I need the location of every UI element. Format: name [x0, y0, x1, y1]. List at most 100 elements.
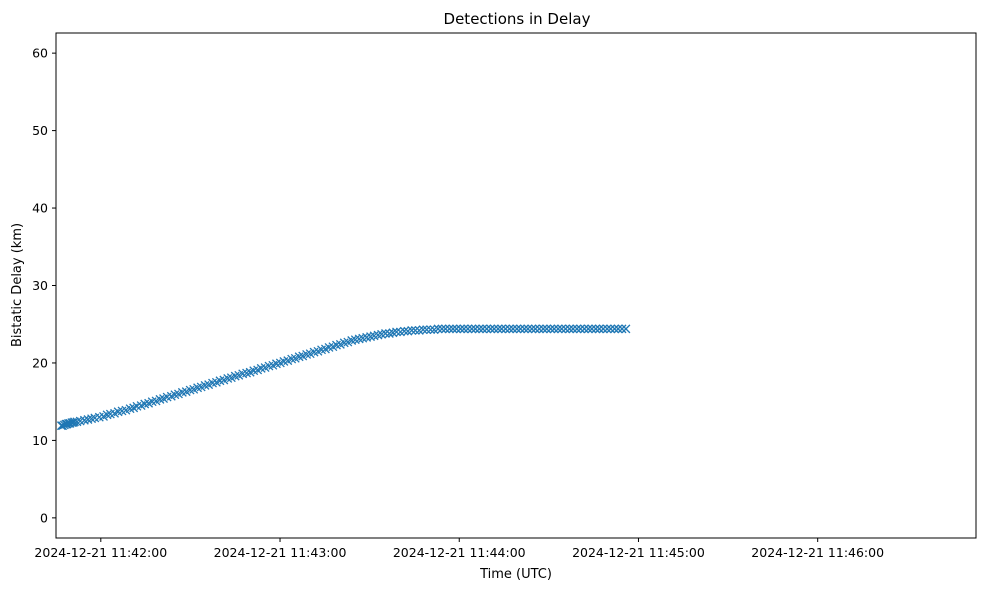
data-point — [287, 354, 297, 364]
data-point — [170, 390, 180, 400]
data-point — [527, 324, 537, 334]
data-point — [474, 324, 484, 334]
data-point — [568, 324, 578, 334]
x-tick-label: 2024-12-21 11:43:00 — [214, 545, 347, 560]
data-point — [467, 324, 477, 334]
data-point — [302, 349, 312, 359]
data-point — [422, 325, 432, 335]
data-point — [493, 324, 503, 334]
data-point — [534, 324, 544, 334]
data-point — [444, 324, 454, 334]
data-point — [102, 410, 112, 420]
data-point — [549, 324, 559, 334]
data-point — [72, 417, 82, 427]
data-point — [426, 325, 436, 335]
data-point — [613, 324, 623, 334]
data-point — [388, 328, 398, 338]
y-axis: 0 10 20 30 40 50 60 — [32, 46, 56, 525]
data-point — [587, 324, 597, 334]
data-point — [230, 371, 240, 381]
x-tick-label: 2024-12-21 11:46:00 — [751, 545, 884, 560]
data-point — [441, 324, 450, 334]
y-tick-label: 60 — [32, 46, 48, 61]
y-tick-label: 20 — [32, 355, 48, 370]
x-axis-label: Time (UTC) — [479, 567, 552, 582]
data-point — [448, 324, 458, 334]
data-point — [384, 329, 394, 338]
data-point — [561, 324, 571, 334]
data-point — [482, 324, 492, 334]
data-point — [87, 414, 97, 424]
data-point — [538, 324, 548, 334]
y-axis-label: Bistatic Delay (km) — [10, 223, 25, 347]
data-point — [594, 324, 604, 334]
data-point — [459, 324, 469, 334]
data-point — [200, 380, 210, 390]
data-point — [602, 324, 612, 334]
data-point — [339, 338, 349, 348]
data-point — [565, 324, 574, 334]
data-point — [610, 324, 620, 334]
data-point — [557, 324, 567, 334]
data-point — [489, 324, 499, 334]
data-point — [185, 385, 195, 395]
data-point — [486, 324, 496, 334]
data-point — [508, 324, 518, 334]
data-point — [392, 327, 401, 337]
plot-area — [55, 32, 977, 539]
data-point — [546, 324, 556, 334]
y-tick-label: 10 — [32, 433, 48, 448]
data-point — [79, 415, 89, 425]
y-tick-label: 30 — [32, 278, 48, 293]
data-point — [512, 324, 522, 334]
data-point — [452, 324, 462, 334]
data-point — [621, 324, 631, 334]
x-tick-label: 2024-12-21 11:42:00 — [34, 545, 167, 560]
y-tick-label: 0 — [40, 510, 48, 525]
data-point — [576, 324, 585, 334]
data-point — [497, 324, 507, 334]
data-point — [155, 394, 165, 404]
data-point — [572, 324, 582, 334]
data-point — [242, 368, 252, 378]
y-tick-label: 40 — [32, 201, 48, 216]
data-point — [373, 330, 383, 340]
data-point — [530, 324, 540, 334]
data-point — [501, 324, 511, 334]
data-point — [354, 334, 364, 344]
data-point — [437, 324, 447, 334]
data-point — [523, 324, 533, 334]
data-point — [366, 332, 375, 342]
data-markers — [56, 324, 631, 431]
data-point — [381, 329, 390, 338]
data-point — [407, 325, 417, 335]
data-point — [470, 324, 480, 334]
data-point — [519, 324, 529, 334]
data-point — [542, 324, 552, 334]
data-point — [617, 324, 627, 334]
data-point — [83, 415, 93, 424]
x-tick-label: 2024-12-21 11:44:00 — [393, 545, 526, 560]
data-point — [399, 326, 409, 336]
y-tick-label: 50 — [32, 123, 48, 138]
data-point — [410, 325, 420, 335]
data-point — [598, 324, 608, 334]
data-point — [433, 324, 443, 334]
data-point — [347, 336, 357, 345]
data-point — [223, 373, 233, 383]
data-point — [583, 324, 593, 334]
data-point — [579, 324, 589, 334]
data-point — [463, 324, 473, 334]
data-point — [125, 404, 135, 414]
x-axis: 2024-12-21 11:42:00 2024-12-21 11:43:00 20… — [34, 538, 884, 560]
x-tick-label: 2024-12-21 11:45:00 — [572, 545, 705, 560]
data-point — [553, 324, 563, 334]
data-point — [516, 324, 525, 334]
data-point — [418, 325, 428, 335]
data-point — [504, 324, 514, 334]
data-point — [294, 352, 304, 362]
data-point — [591, 324, 601, 334]
chart-title: Detections in Delay — [444, 10, 591, 28]
data-point — [606, 324, 616, 334]
